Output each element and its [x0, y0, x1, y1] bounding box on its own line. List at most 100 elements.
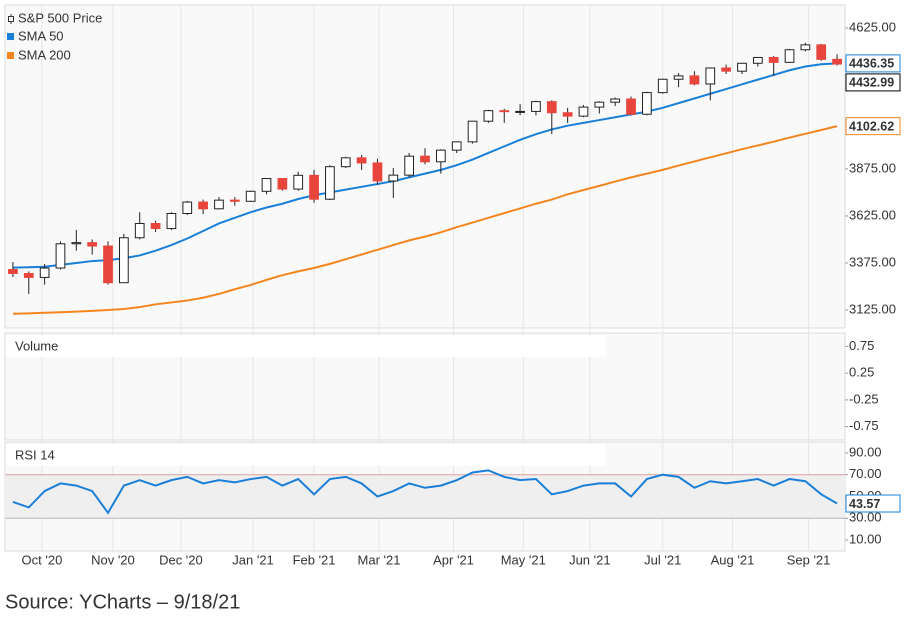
legend-icon — [8, 16, 14, 22]
rsi-line — [12, 469, 838, 515]
legend-label: S&P 500 Price — [18, 10, 102, 25]
panel — [4, 4, 846, 329]
x-tick-label: May '21 — [501, 552, 546, 567]
x-tick-label: Jul '21 — [644, 552, 681, 567]
candle-body — [531, 101, 541, 112]
candle-body — [404, 155, 415, 176]
legend-label: SMA 200 — [18, 47, 71, 62]
candle-body — [499, 110, 510, 113]
candle-body — [657, 78, 668, 94]
value-tag-label: 43.57 — [849, 497, 880, 511]
candle-body — [515, 110, 525, 113]
value-tag — [845, 73, 901, 92]
candle-body — [673, 75, 684, 80]
candle-body — [737, 62, 747, 72]
candle-body — [562, 112, 573, 117]
candle-body — [546, 101, 557, 114]
x-tick-label: Apr '21 — [433, 552, 474, 567]
candle-body — [229, 199, 240, 202]
legend-swatch — [7, 33, 14, 40]
y-tick-label: -0.25 — [849, 391, 879, 406]
candle-body — [150, 222, 161, 230]
candle-body — [705, 67, 716, 85]
candle-body — [642, 92, 652, 115]
x-tick-label: Jun '21 — [569, 552, 611, 567]
candle-body — [356, 157, 367, 164]
candle-body — [182, 201, 193, 215]
candle-body — [420, 155, 430, 163]
candle-body — [87, 242, 98, 247]
y-tick-label: 10.00 — [849, 532, 882, 547]
candle-body — [578, 106, 589, 117]
candle-body — [340, 157, 351, 168]
x-tick-label: Feb '21 — [293, 552, 336, 567]
candle-body — [451, 141, 462, 151]
source-note: Source: YCharts – 9/18/21 — [5, 591, 240, 613]
y-tick-label: 90.00 — [849, 444, 882, 459]
candle-body — [261, 178, 272, 192]
y-tick-label: 30.00 — [849, 510, 882, 525]
value-tag — [845, 54, 901, 73]
y-tick-label: 4625.00 — [849, 19, 896, 34]
sma-line — [12, 125, 838, 315]
x-tick-label: Dec '20 — [159, 552, 203, 567]
candle-body — [55, 243, 66, 269]
panel-title-bg — [6, 335, 606, 357]
candle-body — [166, 213, 177, 230]
x-tick-label: Nov '20 — [91, 552, 135, 567]
y-tick-label: 0.25 — [849, 365, 874, 380]
y-tick-label: 3125.00 — [849, 301, 896, 316]
value-tag-label: 4432.99 — [849, 76, 894, 90]
candle-body — [816, 44, 827, 60]
candle-body — [214, 199, 224, 210]
value-tag-label: 4436.35 — [849, 57, 894, 71]
candle-body — [309, 174, 319, 200]
value-tag — [845, 494, 901, 513]
y-tick-label: 3625.00 — [849, 207, 896, 222]
candle-body — [784, 49, 795, 63]
y-tick-label: 3375.00 — [849, 254, 896, 269]
sma-line — [12, 62, 838, 269]
y-tick-label: 0.75 — [849, 338, 874, 353]
candle-body — [626, 98, 636, 115]
x-tick-label: Sep '21 — [787, 552, 831, 567]
candle-body — [689, 75, 700, 85]
candle-body — [103, 245, 113, 284]
candle-body — [8, 269, 18, 274]
y-tick-label: -0.75 — [849, 418, 879, 433]
x-tick-label: Jan '21 — [232, 552, 274, 567]
panel-title-bg — [6, 444, 606, 466]
legend-label: SMA 50 — [18, 28, 64, 43]
candle-body — [293, 174, 304, 190]
candle-body — [245, 190, 256, 202]
candle-body — [610, 98, 621, 103]
panel-title: RSI 14 — [15, 447, 55, 462]
candle-body — [39, 267, 50, 278]
y-tick-label: 3875.00 — [849, 160, 896, 175]
candle-body — [325, 166, 335, 200]
panel-title: Volume — [15, 338, 58, 353]
candle-body — [198, 201, 208, 210]
legend-swatch — [7, 52, 14, 59]
candle-body — [435, 149, 446, 163]
candle-body — [483, 110, 494, 122]
candle-body — [467, 120, 478, 143]
candle-body — [71, 242, 82, 245]
x-tick-label: Mar '21 — [358, 552, 401, 567]
candle-body — [752, 56, 763, 64]
candle-body — [134, 222, 145, 239]
candle-body — [23, 272, 34, 278]
candle-body — [388, 174, 399, 182]
candle-body — [119, 237, 129, 284]
x-tick-label: Oct '20 — [22, 552, 63, 567]
rsi-band — [5, 474, 845, 519]
candle-body — [800, 44, 811, 51]
x-tick-label: Aug '21 — [711, 552, 755, 567]
y-tick-label: 70.00 — [849, 466, 882, 481]
value-tag — [845, 117, 901, 136]
candle-body — [372, 162, 383, 182]
candle-body — [768, 56, 779, 63]
value-tag-label: 4102.62 — [849, 119, 894, 133]
candle-body — [594, 101, 605, 108]
